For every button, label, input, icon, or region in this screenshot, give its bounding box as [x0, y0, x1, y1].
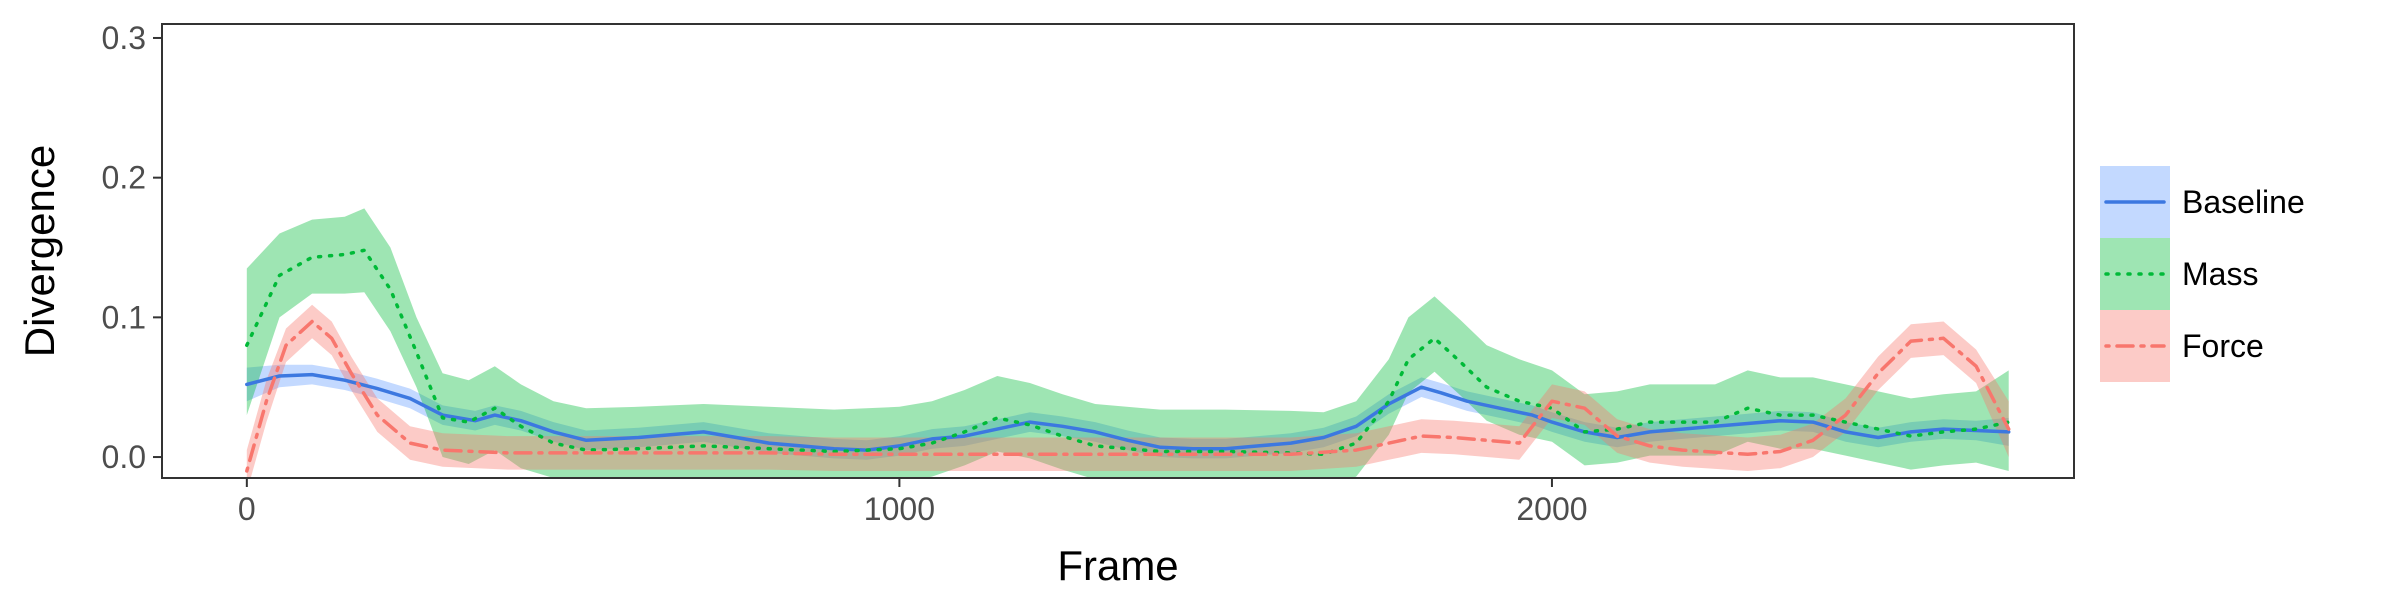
legend: Baseline Mass Force [2100, 166, 2305, 382]
legend-item-force: Force [2100, 310, 2264, 382]
y-axis: 0.0 0.1 0.2 0.3 [102, 20, 162, 475]
series-lines [245, 248, 2011, 473]
y-tick-label: 0.0 [102, 439, 146, 475]
y-tick-label: 0.2 [102, 160, 146, 196]
mass-legend-swatch [2100, 238, 2170, 310]
x-tick-label: 0 [238, 491, 256, 527]
force-legend-label: Force [2182, 328, 2264, 364]
y-tick-label: 0.1 [102, 299, 146, 335]
confidence-bands [246, 208, 2009, 478]
x-axis-title: Frame [1057, 542, 1178, 589]
x-tick-label: 2000 [1516, 491, 1587, 527]
y-axis-title: Divergence [16, 145, 63, 357]
force-line [245, 319, 2011, 473]
mass-confidence-band [246, 208, 2009, 478]
mass-line [245, 248, 2011, 457]
legend-item-mass: Mass [2100, 238, 2258, 310]
baseline-confidence-band [246, 364, 2009, 460]
x-tick-label: 1000 [864, 491, 935, 527]
mass-legend-label: Mass [2182, 256, 2258, 292]
baseline-legend-label: Baseline [2182, 184, 2305, 220]
force-confidence-band [246, 304, 2009, 478]
plot-panel-border [161, 23, 2075, 479]
legend-item-baseline: Baseline [2100, 166, 2305, 238]
y-tick-label: 0.3 [102, 20, 146, 56]
x-axis: 0 1000 2000 [238, 478, 1588, 527]
